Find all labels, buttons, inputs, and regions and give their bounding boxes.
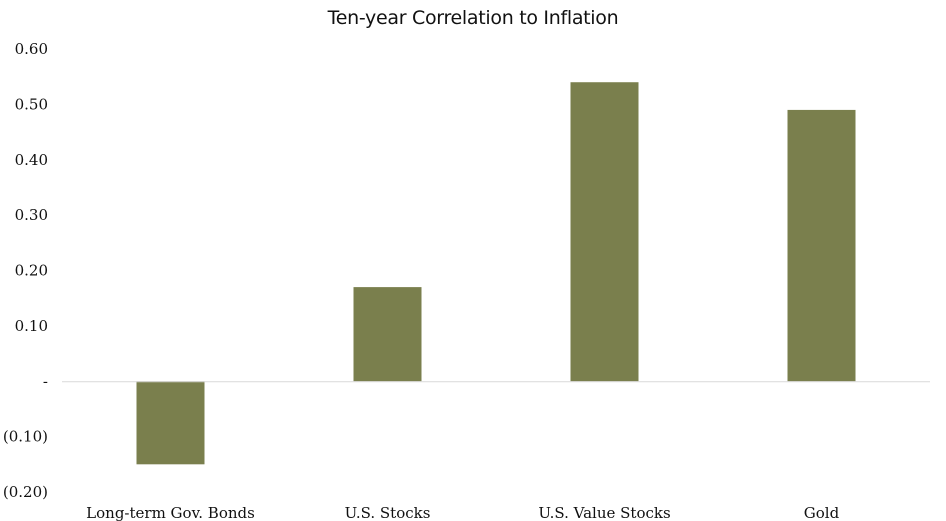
bar: [570, 82, 639, 382]
y-tick-label: 0.30: [15, 206, 48, 224]
bar: [353, 287, 422, 382]
y-tick-label: (0.20): [3, 483, 48, 501]
y-tick-label: 0.20: [15, 262, 48, 280]
y-tick-label: 0.50: [15, 95, 48, 113]
bar: [136, 381, 205, 465]
y-tick-label: 0.60: [15, 40, 48, 58]
x-tick-label: Gold: [804, 504, 840, 521]
chart-title: Ten-year Correlation to Inflation: [327, 7, 619, 29]
y-tick-label: 0.40: [15, 151, 48, 169]
y-tick-label: 0.10: [15, 317, 48, 335]
x-tick-label: U.S. Value Stocks: [538, 504, 670, 521]
x-tick-label: Long-term Gov. Bonds: [86, 504, 255, 521]
y-tick-label: (0.10): [3, 428, 48, 446]
y-tick-label: -: [43, 372, 48, 390]
bar: [787, 109, 856, 382]
x-tick-label: U.S. Stocks: [345, 504, 431, 521]
